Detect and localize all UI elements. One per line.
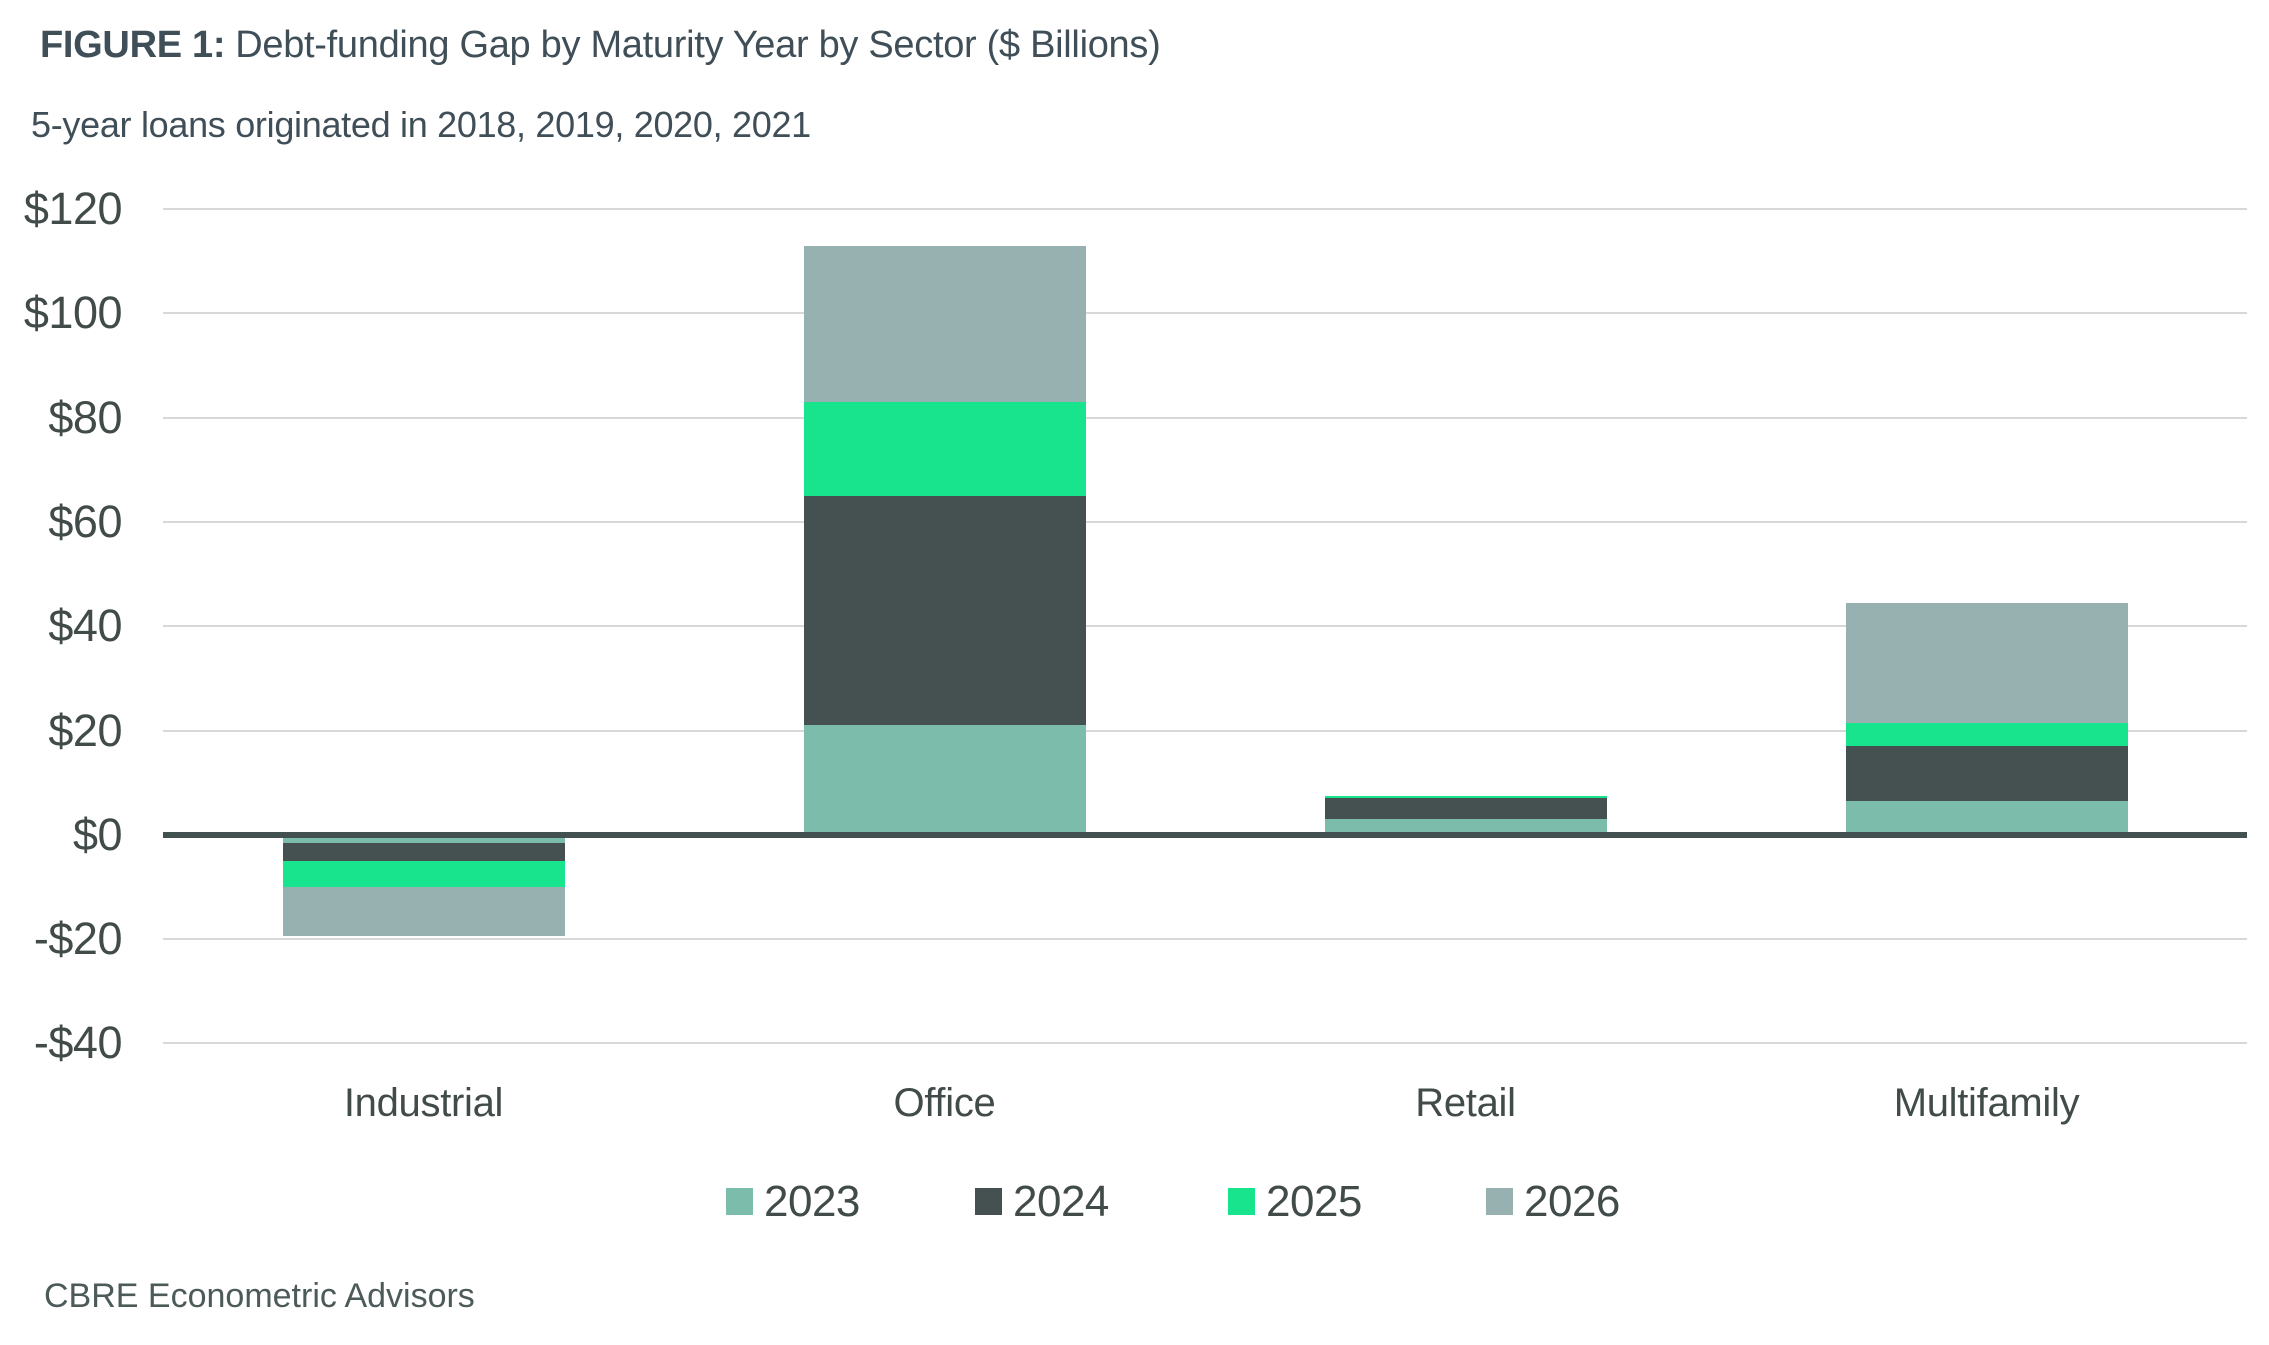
legend-label-2025: 2025 (1266, 1177, 1362, 1226)
gridline-120 (163, 208, 2247, 210)
bar-segment-industrial-2025 (282, 860, 565, 887)
figure-number-label: FIGURE 1: (40, 24, 226, 66)
bar-segment-retail-2023 (1324, 819, 1607, 835)
y-tick-label--40: -$40 (33, 1017, 123, 1069)
bar-segment-multifamily-2026 (1845, 602, 2128, 723)
bar-segment-office-2025 (803, 401, 1086, 496)
y-tick-label-60: $60 (48, 495, 122, 547)
legend-swatch-2024 (975, 1188, 1002, 1215)
x-category-label-office: Office (893, 1081, 996, 1125)
bar-segment-multifamily-2025 (1845, 722, 2128, 747)
bar-segment-office-2026 (803, 245, 1086, 402)
bar-segment-industrial-2023 (282, 834, 565, 843)
figure-title: FIGURE 1: Debt-funding Gap by Maturity Ye… (40, 20, 1161, 70)
gridline-40 (163, 625, 2247, 628)
figure-subtitle: 5-year loans originated in 2018, 2019, 2… (31, 104, 811, 145)
bar-segment-retail-2024 (1324, 798, 1607, 820)
gridline--20 (163, 938, 2247, 941)
gridline-20 (163, 729, 2247, 732)
legend-swatch-2023 (726, 1188, 753, 1215)
legend-item-2026: 2026 (1486, 1177, 1620, 1226)
bar-segment-multifamily-2024 (1845, 746, 2128, 801)
x-category-label-industrial: Industrial (343, 1081, 504, 1125)
bar-segment-office-2024 (803, 495, 1086, 726)
y-tick-label--20: -$20 (33, 913, 123, 965)
bar-segment-retail-2025 (1324, 795, 1607, 799)
gridline-60 (163, 520, 2247, 523)
bar-segment-multifamily-2023 (1845, 800, 2128, 835)
legend-swatch-2025 (1228, 1188, 1255, 1215)
legend-item-2024: 2024 (975, 1177, 1109, 1226)
gridline--40 (163, 1042, 2247, 1045)
source-note: CBRE Econometric Advisors (44, 1277, 475, 1315)
legend-swatch-2026 (1486, 1188, 1513, 1215)
y-tick-label-20: $20 (48, 704, 122, 756)
y-tick-label-40: $40 (48, 600, 122, 652)
legend-label-2023: 2023 (764, 1177, 860, 1226)
bar-segment-industrial-2024 (282, 842, 565, 861)
x-category-label-retail: Retail (1415, 1081, 1516, 1125)
gridline-100 (163, 312, 2247, 315)
legend-item-2025: 2025 (1228, 1177, 1362, 1226)
gridline-80 (163, 416, 2247, 419)
y-tick-label-120: $120 (23, 183, 123, 234)
y-tick-label-0: $0 (72, 808, 123, 860)
zero-axis-line (163, 831, 2247, 838)
legend-label-2024: 2024 (1013, 1177, 1109, 1226)
bar-segment-office-2023 (803, 725, 1086, 835)
y-tick-label-80: $80 (48, 391, 122, 443)
figure-title-text: Debt-funding Gap by Maturity Year by Sec… (235, 24, 1161, 66)
legend-item-2023: 2023 (726, 1177, 860, 1226)
y-tick-label-100: $100 (23, 287, 123, 339)
legend-label-2026: 2026 (1524, 1177, 1620, 1226)
bar-segment-industrial-2026 (282, 886, 565, 937)
x-category-label-multifamily: Multifamily (1893, 1081, 2080, 1125)
